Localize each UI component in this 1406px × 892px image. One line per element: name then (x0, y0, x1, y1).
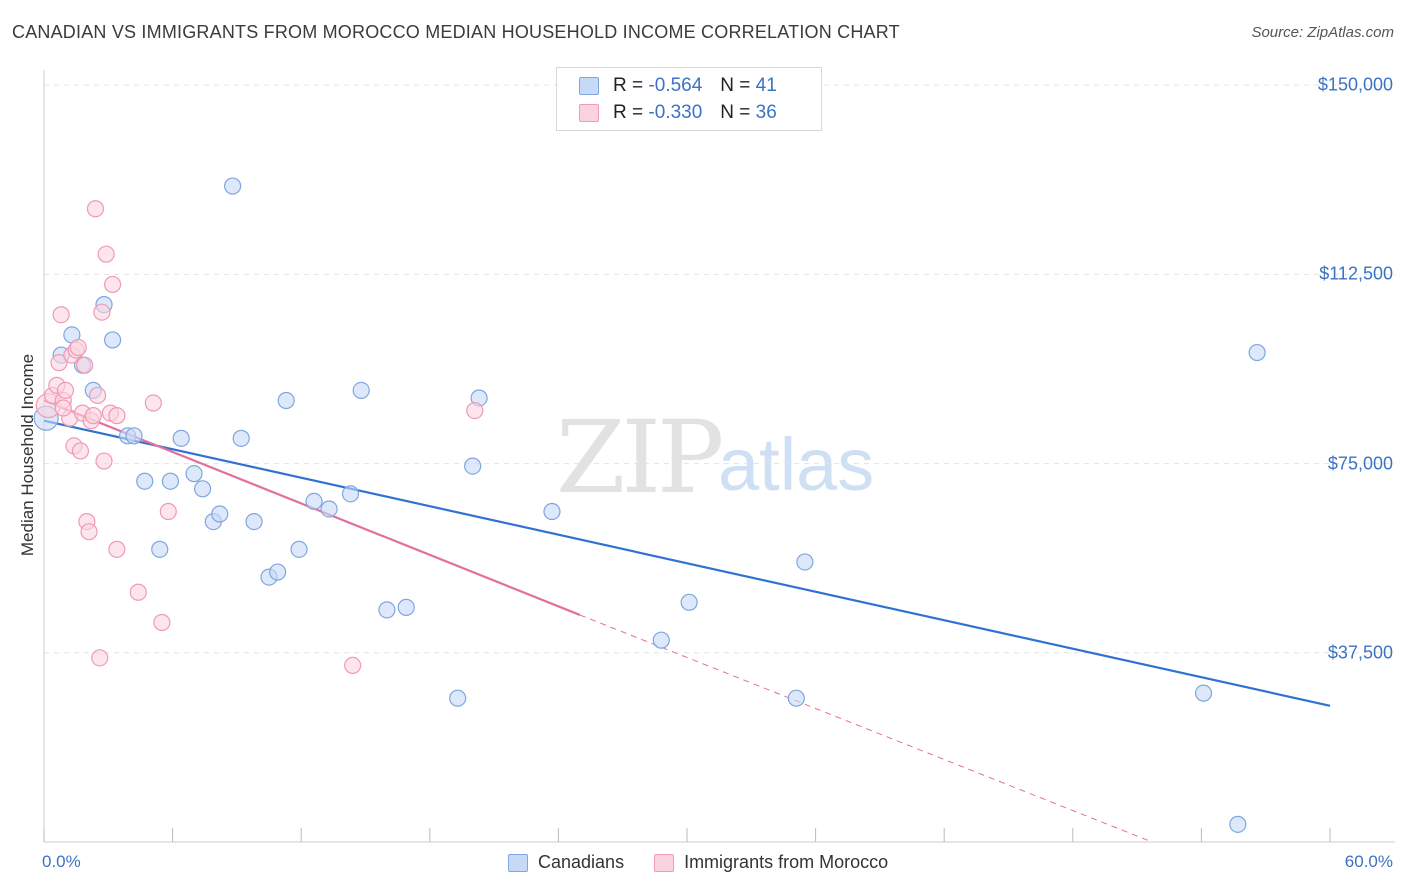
stats-legend: R = -0.564 N = 41 R = -0.330 N = 36 (556, 67, 822, 131)
legend-r-value: -0.330 (648, 102, 703, 123)
point-morocco (56, 381, 75, 400)
y-tick-label: $75,000 (1327, 453, 1393, 474)
point-morocco (71, 442, 90, 460)
legend-item-canadians[interactable]: Canadians (508, 852, 624, 873)
point-morocco (88, 386, 107, 405)
legend-label-morocco: Immigrants from Morocco (684, 852, 889, 872)
point-canadians (341, 485, 360, 503)
point-canadians (125, 427, 143, 445)
point-morocco (50, 354, 68, 372)
point-canadians (464, 457, 482, 475)
legend-n-label: N = (720, 102, 751, 123)
point-morocco (80, 523, 98, 541)
axes (43, 70, 1395, 843)
point-canadians (1248, 343, 1266, 362)
point-canadians (151, 540, 169, 558)
point-canadians (652, 631, 670, 649)
watermark-atlas: atlas (718, 423, 874, 506)
legend-n-value: 41 (755, 75, 777, 96)
point-canadians (352, 381, 370, 400)
point-canadians (245, 512, 263, 531)
y-tick-label: $150,000 (1317, 74, 1393, 95)
point-canadians (787, 689, 805, 707)
legend-label-canadians: Canadians (538, 852, 625, 872)
point-morocco (153, 613, 171, 632)
point-canadians (796, 553, 814, 571)
point-morocco (76, 356, 94, 374)
point-canadians (449, 689, 467, 707)
legend-r-value: -0.564 (648, 75, 703, 96)
watermark-zip: ZIP (556, 399, 721, 516)
point-morocco (91, 649, 109, 667)
point-morocco (93, 303, 111, 321)
point-canadians (136, 472, 154, 490)
legend-swatch-morocco (579, 104, 599, 122)
point-canadians (543, 502, 561, 521)
point-morocco (86, 200, 105, 218)
legend-r-label: R = (613, 75, 644, 96)
point-morocco (344, 656, 362, 674)
grid-lines (44, 84, 1395, 654)
point-morocco (466, 401, 484, 420)
legend-row-morocco: R = -0.330 N = 36 (579, 101, 777, 125)
legend-n-label: N = (720, 75, 751, 96)
point-morocco (108, 540, 126, 558)
point-morocco (97, 245, 115, 263)
y-tick-label: $112,500 (1319, 263, 1393, 284)
legend-row-canadians: R = -0.564 N = 41 (579, 74, 777, 98)
point-canadians (103, 331, 122, 349)
y-tick-label: $37,500 (1327, 642, 1393, 663)
point-canadians (269, 563, 287, 581)
point-canadians (232, 429, 250, 447)
trendline-morocco-extrapolated (579, 614, 1153, 843)
source-label: Source: ZipAtlas.com (1251, 24, 1394, 41)
point-morocco (108, 407, 126, 425)
point-canadians (290, 540, 308, 558)
point-canadians (172, 429, 190, 447)
point-canadians (378, 601, 396, 619)
x-tick-label-max: 60.0% (1344, 852, 1393, 871)
point-morocco (159, 502, 177, 521)
legend-swatch-canadians (579, 77, 599, 95)
y-axis-title: Median Household Income (18, 353, 37, 557)
point-canadians (194, 480, 212, 498)
legend-swatch-morocco (654, 853, 675, 872)
point-canadians (211, 505, 229, 523)
point-morocco (144, 394, 162, 412)
point-canadians (224, 177, 242, 195)
point-canadians (185, 465, 203, 483)
point-morocco (84, 407, 102, 425)
point-canadians (320, 500, 338, 518)
series-legend: Canadians Immigrants from Morocco (508, 852, 918, 873)
point-morocco (103, 275, 122, 294)
legend-r-label: R = (613, 102, 644, 123)
trendline-canadians (43, 419, 1331, 707)
point-canadians (161, 472, 180, 490)
point-morocco (52, 306, 70, 324)
point-canadians (1229, 815, 1247, 833)
legend-n-value: 36 (755, 102, 777, 123)
point-canadians (277, 391, 295, 410)
point-canadians (1194, 684, 1213, 702)
data-points (33, 177, 1266, 833)
chart-title: CANADIAN VS IMMIGRANTS FROM MOROCCO MEDI… (12, 22, 900, 42)
point-canadians (680, 593, 698, 611)
x-tick-label-min: 0.0% (42, 852, 81, 871)
legend-item-morocco[interactable]: Immigrants from Morocco (654, 852, 888, 873)
point-morocco (95, 452, 113, 470)
point-canadians (397, 598, 415, 616)
point-morocco (54, 399, 72, 417)
point-morocco (69, 338, 87, 357)
legend-swatch-canadians (508, 853, 528, 872)
point-canadians (305, 492, 323, 511)
point-morocco (129, 583, 147, 601)
